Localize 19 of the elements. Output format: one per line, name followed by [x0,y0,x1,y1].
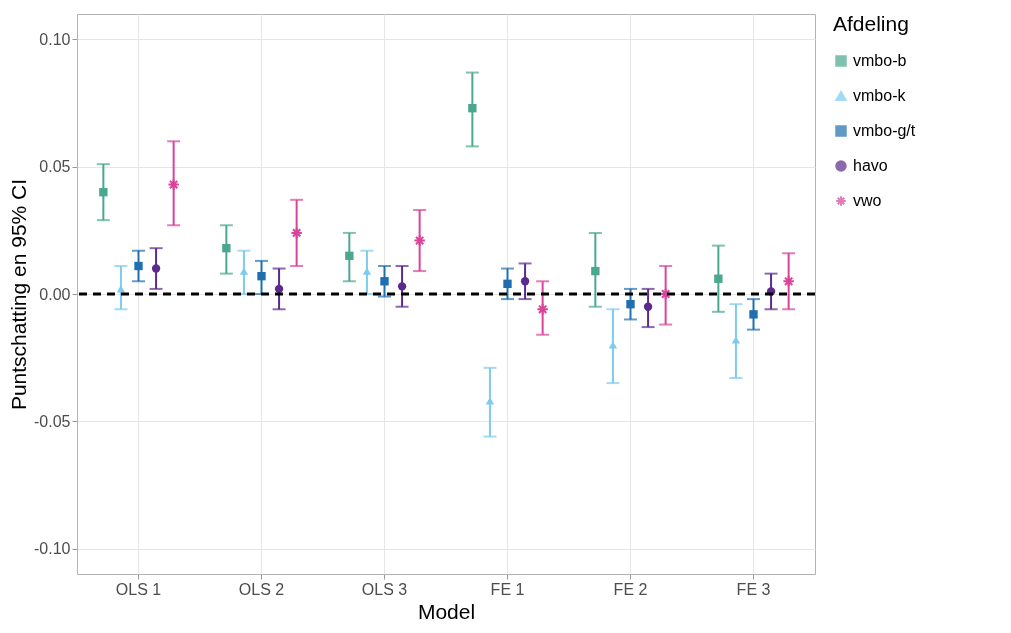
y-tick-label: 0.00 [39,285,71,303]
y-tick-label: 0.10 [39,30,71,48]
legend-label: vwo [853,192,882,209]
legend-label: vmbo-k [853,87,907,104]
y-axis-title: Puntschatting en 95% CI [7,178,31,411]
x-tick-label: FE 2 [613,580,648,598]
x-tick-label: FE 1 [490,580,525,598]
legend-label: vmbo-g/t [853,122,916,139]
x-tick-label: OLS 2 [238,580,285,598]
x-axis-title: Model [417,599,476,623]
x-tick-label: OLS 1 [115,580,162,598]
x-tick-label: OLS 3 [361,580,408,598]
legend-title: Afdeling [833,12,909,35]
x-tick-label: FE 3 [736,580,771,598]
y-tick-label: 0.05 [39,158,71,176]
y-tick-label: -0.05 [34,412,71,430]
y-tick-label: -0.10 [34,540,71,558]
legend-label: vmbo-b [853,52,907,69]
legend-label: havo [853,157,888,174]
